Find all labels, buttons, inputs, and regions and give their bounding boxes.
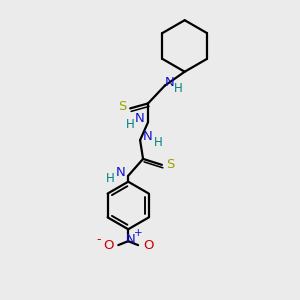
Text: H: H [106, 172, 115, 185]
Text: N: N [116, 166, 125, 179]
Text: H: H [154, 136, 162, 148]
Text: H: H [174, 82, 183, 95]
Text: N: N [135, 112, 145, 125]
Text: S: S [118, 100, 126, 113]
Text: N: N [143, 130, 153, 142]
Text: N: N [165, 76, 175, 89]
Text: H: H [126, 118, 135, 131]
Text: -: - [96, 233, 101, 246]
Text: S: S [167, 158, 175, 171]
Text: O: O [103, 238, 114, 252]
Text: N: N [125, 233, 135, 246]
Text: O: O [143, 238, 153, 252]
Text: +: + [134, 228, 142, 238]
